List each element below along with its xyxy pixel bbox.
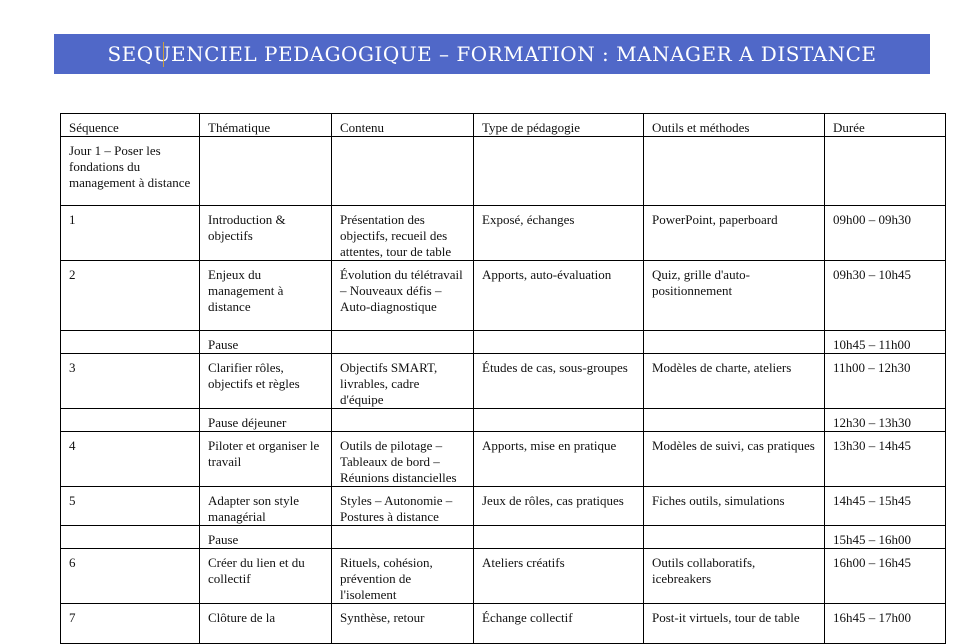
cell-duree[interactable]: 15h45 – 16h00 (824, 525, 946, 549)
cell-duree[interactable]: 16h45 – 17h00 (824, 603, 946, 644)
cell-type-pedagogie[interactable]: Apports, auto-évaluation (473, 260, 644, 331)
cell-type-pedagogie[interactable]: Échange collectif (473, 603, 644, 644)
cell-outils-methodes[interactable]: Quiz, grille d'auto-positionnement (643, 260, 825, 331)
table-row: 2 Enjeux du management à distance Évolutio… (60, 260, 946, 331)
table-row: 7 Clôture de la Synthèse, retour Échange co… (60, 603, 946, 644)
cell-type-pedagogie[interactable]: Jeux de rôles, cas pratiques (473, 486, 644, 526)
cell-outils-methodes[interactable]: Fiches outils, simulations (643, 486, 825, 526)
cell-contenu[interactable]: Évolution du télétravail – Nouveaux défi… (331, 260, 474, 331)
cell-duree[interactable]: 10h45 – 11h00 (824, 330, 946, 354)
cell-outils-methodes[interactable] (643, 330, 825, 354)
table-row: 4 Piloter et organiser le travail Outils d… (60, 431, 946, 487)
document-title[interactable]: SEQUENCIEL PEDAGOGIQUE – FORMATION : MAN… (107, 42, 877, 66)
table-row: 5 Adapter son style managérial Styles – Au… (60, 486, 946, 526)
document-title-banner: SEQUENCIEL PEDAGOGIQUE – FORMATION : MAN… (54, 34, 930, 74)
cell-outils-methodes[interactable] (643, 408, 825, 432)
header-thematique[interactable]: Thématique (199, 113, 332, 137)
cell-duree[interactable]: 13h30 – 14h45 (824, 431, 946, 487)
header-type-pedagogie[interactable]: Type de pédagogie (473, 113, 644, 137)
cell-thematique[interactable]: Clarifier rôles, objectifs et règles (199, 353, 332, 409)
cell-contenu[interactable]: Présentation des objectifs, recueil des … (331, 205, 474, 261)
cell-type-pedagogie[interactable] (473, 136, 644, 206)
cell-sequence[interactable]: 3 (60, 353, 200, 409)
header-row: Séquence Thématique Contenu Type de pédagog… (60, 113, 946, 137)
cell-sequence[interactable]: 6 (60, 548, 200, 604)
cell-thematique[interactable]: Enjeux du management à distance (199, 260, 332, 331)
table-row: Pause 10h45 – 11h00 (60, 330, 946, 354)
cell-type-pedagogie[interactable]: Ateliers créatifs (473, 548, 644, 604)
cell-thematique[interactable]: Adapter son style managérial (199, 486, 332, 526)
cell-thematique[interactable]: Clôture de la (199, 603, 332, 644)
cell-outils-methodes[interactable]: Modèles de suivi, cas pratiques (643, 431, 825, 487)
cell-sequence[interactable]: 4 (60, 431, 200, 487)
cell-contenu[interactable]: Outils de pilotage – Tableaux de bord – … (331, 431, 474, 487)
cell-duree[interactable]: 11h00 – 12h30 (824, 353, 946, 409)
header-duree[interactable]: Durée (824, 113, 946, 137)
cell-sequence[interactable] (60, 330, 200, 354)
cell-thematique[interactable]: Piloter et organiser le travail (199, 431, 332, 487)
cell-sequence[interactable] (60, 408, 200, 432)
cell-outils-methodes[interactable]: Post-it virtuels, tour de table (643, 603, 825, 644)
table-row: Jour 1 – Poser les fondations du managem… (60, 136, 946, 206)
header-outils-methodes[interactable]: Outils et méthodes (643, 113, 825, 137)
cell-duree[interactable]: 16h00 – 16h45 (824, 548, 946, 604)
cell-contenu[interactable] (331, 408, 474, 432)
cell-type-pedagogie[interactable] (473, 408, 644, 432)
cell-duree[interactable]: 09h30 – 10h45 (824, 260, 946, 331)
cell-type-pedagogie[interactable]: Exposé, échanges (473, 205, 644, 261)
cell-type-pedagogie[interactable] (473, 330, 644, 354)
cell-outils-methodes[interactable]: PowerPoint, paperboard (643, 205, 825, 261)
cell-sequence[interactable]: 7 (60, 603, 200, 644)
text-cursor (163, 42, 164, 67)
header-sequence[interactable]: Séquence (60, 113, 200, 137)
cell-sequence[interactable]: 5 (60, 486, 200, 526)
cell-type-pedagogie[interactable]: Études de cas, sous-groupes (473, 353, 644, 409)
cell-contenu[interactable]: Objectifs SMART, livrables, cadre d'équi… (331, 353, 474, 409)
cell-duree[interactable]: 12h30 – 13h30 (824, 408, 946, 432)
cell-contenu[interactable]: Synthèse, retour (331, 603, 474, 644)
cell-thematique[interactable]: Créer du lien et du collectif (199, 548, 332, 604)
table-row: 6 Créer du lien et du collectif Rituels, c… (60, 548, 946, 604)
cell-duree[interactable] (824, 136, 946, 206)
cell-contenu[interactable] (331, 525, 474, 549)
cell-sequence[interactable]: Jour 1 – Poser les fondations du managem… (60, 136, 200, 206)
cell-type-pedagogie[interactable]: Apports, mise en pratique (473, 431, 644, 487)
table-row: Pause déjeuner 12h30 – 13h30 (60, 408, 946, 432)
cell-sequence[interactable]: 2 (60, 260, 200, 331)
cell-thematique[interactable] (199, 136, 332, 206)
cell-contenu[interactable]: Styles – Autonomie – Postures à distance (331, 486, 474, 526)
cell-contenu[interactable] (331, 136, 474, 206)
table-row: 3 Clarifier rôles, objectifs et règles Obj… (60, 353, 946, 409)
cell-outils-methodes[interactable]: Modèles de charte, ateliers (643, 353, 825, 409)
cell-outils-methodes[interactable] (643, 136, 825, 206)
cell-thematique[interactable]: Pause déjeuner (199, 408, 332, 432)
cell-outils-methodes[interactable]: Outils collaboratifs, icebreakers (643, 548, 825, 604)
cell-contenu[interactable] (331, 330, 474, 354)
sequence-table: Séquence Thématique Contenu Type de pédagog… (60, 113, 946, 644)
cell-contenu[interactable]: Rituels, cohésion, prévention de l'isole… (331, 548, 474, 604)
cell-sequence[interactable] (60, 525, 200, 549)
cell-outils-methodes[interactable] (643, 525, 825, 549)
cell-type-pedagogie[interactable] (473, 525, 644, 549)
cell-thematique[interactable]: Introduction & objectifs (199, 205, 332, 261)
header-contenu[interactable]: Contenu (331, 113, 474, 137)
table-row: 1 Introduction & objectifs Présentation de… (60, 205, 946, 261)
cell-thematique[interactable]: Pause (199, 525, 332, 549)
cell-duree[interactable]: 14h45 – 15h45 (824, 486, 946, 526)
cell-thematique[interactable]: Pause (199, 330, 332, 354)
table-row: Pause 15h45 – 16h00 (60, 525, 946, 549)
cell-duree[interactable]: 09h00 – 09h30 (824, 205, 946, 261)
cell-sequence[interactable]: 1 (60, 205, 200, 261)
